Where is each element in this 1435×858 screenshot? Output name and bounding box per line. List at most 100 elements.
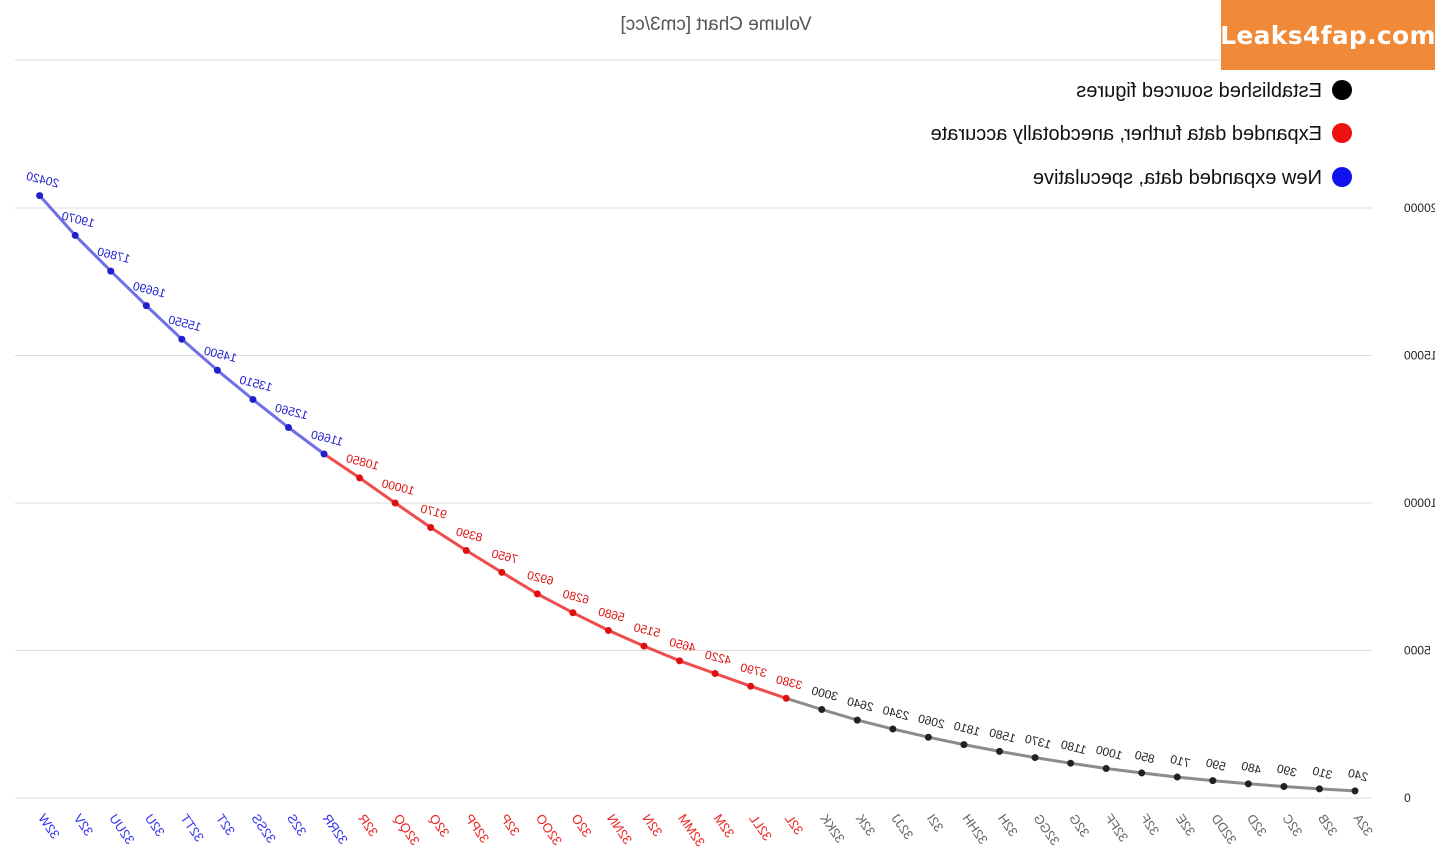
data-label: 590 xyxy=(1204,755,1227,774)
data-point xyxy=(1138,769,1146,777)
y-tick-label: 20000 xyxy=(1404,201,1435,215)
x-tick-label: 32L xyxy=(782,811,807,837)
data-point xyxy=(853,716,861,724)
x-tick-label: 32G xyxy=(1066,811,1092,840)
data-point xyxy=(71,231,79,239)
data-label: 310 xyxy=(1311,764,1334,783)
x-tick-label: 32S xyxy=(284,811,310,839)
chart-title: Volume Chart [cm3/cc] xyxy=(620,14,811,35)
x-tick-label: 32I xyxy=(924,811,947,834)
data-point xyxy=(818,706,826,713)
x-tick-label: 32OO xyxy=(533,811,565,848)
series-line xyxy=(323,452,787,700)
x-tick-label: 32KK xyxy=(817,811,848,846)
y-tick-label: 0 xyxy=(1404,791,1411,805)
data-label: 480 xyxy=(1240,759,1263,778)
x-tick-label: 32K xyxy=(853,811,879,839)
data-point xyxy=(213,366,221,374)
data-point xyxy=(1351,787,1359,795)
data-label: 1580 xyxy=(988,725,1018,745)
x-tick-label: 32LL xyxy=(746,811,775,843)
legend-marker xyxy=(1332,167,1352,187)
data-point xyxy=(178,335,186,343)
y-tick-label: 5000 xyxy=(1404,644,1431,658)
data-point xyxy=(533,590,541,598)
data-point xyxy=(569,609,577,617)
data-point xyxy=(285,423,292,431)
x-tick-label: 32T xyxy=(213,811,238,838)
x-tick-label: 32FF xyxy=(1102,811,1132,845)
data-point xyxy=(462,546,470,554)
x-tick-label: 32UU xyxy=(106,811,137,847)
y-tick-label: 15000 xyxy=(1404,349,1435,363)
data-point xyxy=(1244,780,1252,788)
x-tick-label: 32E xyxy=(1173,811,1199,839)
data-label: 9170 xyxy=(419,502,449,522)
data-label: 850 xyxy=(1133,748,1156,767)
data-label: 3000 xyxy=(810,684,840,704)
x-tick-label: 32M xyxy=(711,811,738,840)
data-point xyxy=(960,741,968,749)
x-tick-label: 32U xyxy=(142,811,168,839)
data-point xyxy=(604,626,612,634)
data-point xyxy=(1067,759,1075,767)
x-tick-label: 32RR xyxy=(320,811,351,847)
data-label: 4220 xyxy=(703,648,733,668)
x-tick-label: 32HH xyxy=(959,811,990,847)
data-label: 4650 xyxy=(668,635,698,655)
data-label: 3380 xyxy=(774,672,804,692)
watermark-logo: Leaks4fap.com xyxy=(1220,0,1435,70)
data-label: 1810 xyxy=(952,719,982,739)
data-label: 2640 xyxy=(845,694,875,714)
legend-label: New expanded data, speculative xyxy=(1033,167,1322,189)
data-point xyxy=(711,670,719,678)
x-tick-label: 32V xyxy=(71,811,97,839)
data-point xyxy=(1031,754,1039,762)
data-label: 6920 xyxy=(525,568,555,588)
data-label: 1180 xyxy=(1059,737,1088,757)
data-point xyxy=(1280,782,1288,790)
x-tick-label: 32R xyxy=(355,811,381,839)
data-point xyxy=(782,694,790,702)
x-tick-label: 32GG xyxy=(1031,811,1063,848)
x-tick-label: 32Q xyxy=(426,811,452,840)
data-point xyxy=(427,523,435,531)
legend-label: Expanded data further, anecdotally accur… xyxy=(931,123,1322,145)
data-point xyxy=(996,747,1003,755)
x-tick-label: 32JJ xyxy=(888,811,916,842)
x-tick-label: 32D xyxy=(1244,811,1270,839)
x-tick-label: 32NN xyxy=(604,811,635,847)
data-point xyxy=(142,302,150,310)
data-label: 7650 xyxy=(490,546,520,566)
data-point xyxy=(1315,785,1323,793)
data-label: 240 xyxy=(1346,766,1369,785)
data-point xyxy=(889,725,897,733)
watermark-text: Leaks4fap.com xyxy=(1220,20,1435,50)
data-label: 19070 xyxy=(60,209,96,231)
x-tick-label: 32TT xyxy=(177,811,207,845)
x-tick-label: 32F xyxy=(1137,811,1162,838)
y-tick-label: 10000 xyxy=(1404,496,1435,510)
x-tick-label: 32N xyxy=(640,811,666,839)
x-tick-label: 32C xyxy=(1279,811,1305,839)
data-label: 20420 xyxy=(24,169,60,191)
data-label: 6280 xyxy=(561,587,591,607)
data-point xyxy=(107,267,115,275)
data-point xyxy=(640,642,648,650)
data-point xyxy=(249,395,257,403)
data-point xyxy=(1209,777,1217,785)
data-label: 710 xyxy=(1168,752,1191,771)
x-tick-label: 32A xyxy=(1350,811,1376,839)
data-point xyxy=(391,499,399,507)
data-point xyxy=(498,568,506,576)
x-tick-label: 32MM xyxy=(675,811,708,849)
data-label: 2340 xyxy=(881,703,911,723)
legend-marker xyxy=(1332,80,1352,100)
data-label: 8390 xyxy=(454,525,484,545)
x-tick-label: 32P xyxy=(497,811,523,839)
x-tick-label: 32PP xyxy=(462,811,493,846)
data-point xyxy=(320,450,328,458)
data-label: 1370 xyxy=(1023,732,1053,752)
